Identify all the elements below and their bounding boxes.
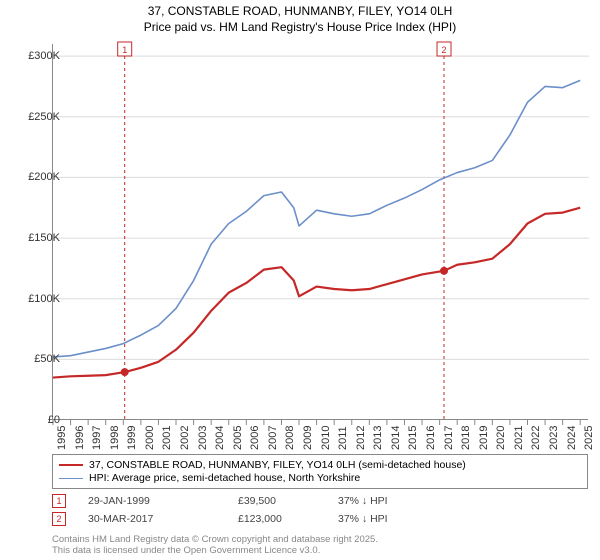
marker-number-1: 1 (52, 494, 66, 508)
y-tick-label: £0 (12, 414, 60, 426)
x-tick-label: 2006 (249, 426, 261, 450)
marker-price-1: £39,500 (238, 495, 338, 507)
y-tick-label: £200K (12, 171, 60, 183)
x-tick-label: 2000 (144, 426, 156, 450)
x-tick-label: 2024 (566, 426, 578, 450)
marker-data-table: 1 29-JAN-1999 £39,500 37% ↓ HPI 2 30-MAR… (52, 494, 458, 530)
x-tick-label: 2021 (513, 426, 525, 450)
x-tick-label: 2018 (460, 426, 472, 450)
attribution: Contains HM Land Registry data © Crown c… (52, 534, 378, 557)
marker-row-2: 2 30-MAR-2017 £123,000 37% ↓ HPI (52, 512, 458, 526)
x-tick-label: 2023 (548, 426, 560, 450)
x-tick-label: 1996 (74, 426, 86, 450)
legend-swatch-hpi (59, 478, 83, 479)
x-tick-label: 1997 (91, 426, 103, 450)
y-tick-label: £150K (12, 232, 60, 244)
x-tick-label: 2017 (443, 426, 455, 450)
legend-label-property: 37, CONSTABLE ROAD, HUNMANBY, FILEY, YO1… (89, 459, 466, 471)
y-tick-label: £50K (12, 353, 60, 365)
x-tick-label: 2015 (407, 426, 419, 450)
x-tick-label: 1998 (109, 426, 121, 450)
y-tick-label: £300K (12, 50, 60, 62)
chart-title: 37, CONSTABLE ROAD, HUNMANBY, FILEY, YO1… (0, 0, 600, 35)
x-tick-label: 2011 (337, 426, 349, 450)
x-tick-label: 2001 (161, 426, 173, 450)
x-tick-label: 2013 (372, 426, 384, 450)
marker-price-2: £123,000 (238, 513, 338, 525)
legend-row-property: 37, CONSTABLE ROAD, HUNMANBY, FILEY, YO1… (59, 459, 581, 471)
legend-swatch-property (59, 464, 83, 466)
title-line-1: 37, CONSTABLE ROAD, HUNMANBY, FILEY, YO1… (0, 4, 600, 20)
chart-svg: 12 (53, 44, 589, 420)
chart-plot-area: 12 (52, 44, 588, 420)
x-tick-label: 2007 (267, 426, 279, 450)
x-tick-label: 2025 (583, 426, 595, 450)
x-tick-label: 2016 (425, 426, 437, 450)
svg-text:2: 2 (442, 45, 447, 55)
marker-pct-1: 37% ↓ HPI (338, 495, 458, 507)
marker-date-1: 29-JAN-1999 (88, 495, 238, 507)
x-tick-label: 2022 (530, 426, 542, 450)
x-tick-label: 2005 (232, 426, 244, 450)
y-tick-label: £100K (12, 293, 60, 305)
x-tick-label: 2010 (320, 426, 332, 450)
marker-row-1: 1 29-JAN-1999 £39,500 37% ↓ HPI (52, 494, 458, 508)
marker-number-2: 2 (52, 512, 66, 526)
y-tick-label: £250K (12, 111, 60, 123)
x-tick-label: 2008 (284, 426, 296, 450)
x-tick-label: 2020 (495, 426, 507, 450)
x-tick-label: 1999 (126, 426, 138, 450)
attribution-line-2: This data is licensed under the Open Gov… (52, 545, 378, 556)
legend: 37, CONSTABLE ROAD, HUNMANBY, FILEY, YO1… (52, 454, 588, 489)
legend-row-hpi: HPI: Average price, semi-detached house,… (59, 472, 581, 484)
x-tick-label: 2004 (214, 426, 226, 450)
title-line-2: Price paid vs. HM Land Registry's House … (0, 20, 600, 36)
attribution-line-1: Contains HM Land Registry data © Crown c… (52, 534, 378, 545)
marker-date-2: 30-MAR-2017 (88, 513, 238, 525)
x-tick-label: 2003 (197, 426, 209, 450)
x-tick-label: 1995 (56, 426, 68, 450)
svg-text:1: 1 (122, 45, 127, 55)
x-tick-label: 2012 (355, 426, 367, 450)
legend-label-hpi: HPI: Average price, semi-detached house,… (89, 472, 360, 484)
x-tick-label: 2002 (179, 426, 191, 450)
x-tick-label: 2014 (390, 426, 402, 450)
marker-pct-2: 37% ↓ HPI (338, 513, 458, 525)
x-tick-label: 2019 (478, 426, 490, 450)
x-tick-label: 2009 (302, 426, 314, 450)
